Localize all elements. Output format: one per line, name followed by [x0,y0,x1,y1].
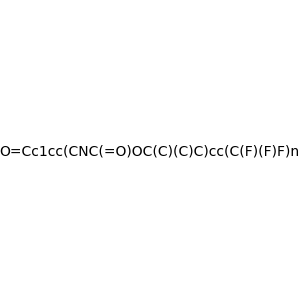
Text: O=Cc1cc(CNC(=O)OC(C)(C)C)cc(C(F)(F)F)n1: O=Cc1cc(CNC(=O)OC(C)(C)C)cc(C(F)(F)F)n1 [0,145,300,158]
